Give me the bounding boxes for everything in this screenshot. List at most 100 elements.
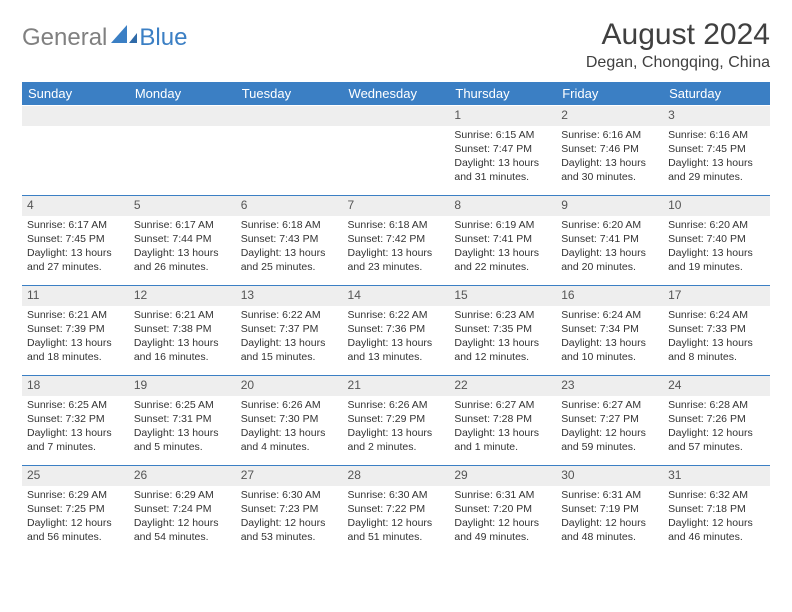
daylight-line: Daylight: 13 hours and 19 minutes. — [668, 246, 765, 274]
sunset-line: Sunset: 7:43 PM — [241, 232, 338, 246]
calendar-day-cell: 8Sunrise: 6:19 AMSunset: 7:41 PMDaylight… — [449, 196, 556, 286]
sunset-line: Sunset: 7:41 PM — [561, 232, 658, 246]
day-info: Sunrise: 6:24 AMSunset: 7:33 PMDaylight:… — [663, 306, 770, 369]
sunrise-line: Sunrise: 6:28 AM — [668, 398, 765, 412]
calendar-day-cell: 4 Sunrise: 6:17 AMSunset: 7:45 PMDaylight… — [22, 196, 129, 286]
day-number: 29 — [449, 466, 556, 486]
sunset-line: Sunset: 7:33 PM — [668, 322, 765, 336]
day-number: 17 — [663, 286, 770, 306]
calendar-header-row: SundayMondayTuesdayWednesdayThursdayFrid… — [22, 82, 770, 106]
sunset-line: Sunset: 7:29 PM — [348, 412, 445, 426]
calendar-day-cell: 30Sunrise: 6:31 AMSunset: 7:19 PMDayligh… — [556, 466, 663, 556]
sunset-line: Sunset: 7:22 PM — [348, 502, 445, 516]
sunrise-line: Sunrise: 6:17 AM — [27, 218, 124, 232]
sunrise-line: Sunrise: 6:23 AM — [454, 308, 551, 322]
daylight-line: Daylight: 13 hours and 10 minutes. — [561, 336, 658, 364]
calendar-day-cell: 31Sunrise: 6:32 AMSunset: 7:18 PMDayligh… — [663, 466, 770, 556]
day-info: Sunrise: 6:32 AMSunset: 7:18 PMDaylight:… — [663, 486, 770, 549]
day-number: 2 — [556, 106, 663, 126]
page-header: General Blue August 2024 Degan, Chongqin… — [22, 18, 770, 72]
day-info: Sunrise: 6:18 AMSunset: 7:43 PMDaylight:… — [236, 216, 343, 279]
sunrise-line: Sunrise: 6:17 AM — [134, 218, 231, 232]
day-number: 27 — [236, 466, 343, 486]
calendar-day-cell: 12Sunrise: 6:21 AMSunset: 7:38 PMDayligh… — [129, 286, 236, 376]
day-number: 31 — [663, 466, 770, 486]
sunset-line: Sunset: 7:39 PM — [27, 322, 124, 336]
sunset-line: Sunset: 7:34 PM — [561, 322, 658, 336]
sunrise-line: Sunrise: 6:18 AM — [348, 218, 445, 232]
daylight-line: Daylight: 13 hours and 15 minutes. — [241, 336, 338, 364]
day-info: Sunrise: 6:30 AMSunset: 7:22 PMDaylight:… — [343, 486, 450, 549]
sunrise-line: Sunrise: 6:20 AM — [561, 218, 658, 232]
daylight-line: Daylight: 12 hours and 51 minutes. — [348, 516, 445, 544]
day-info: Sunrise: 6:17 AMSunset: 7:44 PMDaylight:… — [129, 216, 236, 279]
sunrise-line: Sunrise: 6:30 AM — [241, 488, 338, 502]
day-number: 9 — [556, 196, 663, 216]
day-header: Sunday — [22, 82, 129, 106]
sunset-line: Sunset: 7:45 PM — [27, 232, 124, 246]
day-number: 21 — [343, 376, 450, 396]
sunrise-line: Sunrise: 6:29 AM — [27, 488, 124, 502]
sunrise-line: Sunrise: 6:21 AM — [134, 308, 231, 322]
calendar-day-cell: 5Sunrise: 6:17 AMSunset: 7:44 PMDaylight… — [129, 196, 236, 286]
day-number: 5 — [129, 196, 236, 216]
daylight-line: Daylight: 13 hours and 23 minutes. — [348, 246, 445, 274]
daylight-line: Daylight: 13 hours and 29 minutes. — [668, 156, 765, 184]
day-info: Sunrise: 6:31 AMSunset: 7:20 PMDaylight:… — [449, 486, 556, 549]
day-info: Sunrise: 6:20 AMSunset: 7:41 PMDaylight:… — [556, 216, 663, 279]
sunrise-line: Sunrise: 6:30 AM — [348, 488, 445, 502]
sunset-line: Sunset: 7:31 PM — [134, 412, 231, 426]
daylight-line: Daylight: 12 hours and 48 minutes. — [561, 516, 658, 544]
day-number: 1 — [449, 106, 556, 126]
day-info: Sunrise: 6:31 AMSunset: 7:19 PMDaylight:… — [556, 486, 663, 549]
daylight-line: Daylight: 13 hours and 16 minutes. — [134, 336, 231, 364]
day-number: 26 — [129, 466, 236, 486]
sunset-line: Sunset: 7:40 PM — [668, 232, 765, 246]
sunrise-line: Sunrise: 6:31 AM — [561, 488, 658, 502]
calendar-day-cell: 3Sunrise: 6:16 AMSunset: 7:45 PMDaylight… — [663, 106, 770, 196]
sunset-line: Sunset: 7:18 PM — [668, 502, 765, 516]
day-number: 8 — [449, 196, 556, 216]
calendar-day-cell: 10Sunrise: 6:20 AMSunset: 7:40 PMDayligh… — [663, 196, 770, 286]
day-info: Sunrise: 6:29 AMSunset: 7:25 PMDaylight:… — [22, 486, 129, 549]
daylight-line: Daylight: 12 hours and 46 minutes. — [668, 516, 765, 544]
day-info: Sunrise: 6:21 AMSunset: 7:38 PMDaylight:… — [129, 306, 236, 369]
sunset-line: Sunset: 7:23 PM — [241, 502, 338, 516]
day-number: 25 — [22, 466, 129, 486]
day-number: 4 — [22, 196, 129, 216]
sunrise-line: Sunrise: 6:22 AM — [348, 308, 445, 322]
sunrise-line: Sunrise: 6:16 AM — [561, 128, 658, 142]
day-number: 28 — [343, 466, 450, 486]
day-header: Thursday — [449, 82, 556, 106]
sunset-line: Sunset: 7:45 PM — [668, 142, 765, 156]
calendar-day-cell: 9Sunrise: 6:20 AMSunset: 7:41 PMDaylight… — [556, 196, 663, 286]
day-number: 24 — [663, 376, 770, 396]
daylight-line: Daylight: 12 hours and 53 minutes. — [241, 516, 338, 544]
day-header: Tuesday — [236, 82, 343, 106]
day-info: Sunrise: 6:19 AMSunset: 7:41 PMDaylight:… — [449, 216, 556, 279]
day-number: 22 — [449, 376, 556, 396]
calendar-week-row: 1Sunrise: 6:15 AMSunset: 7:47 PMDaylight… — [22, 106, 770, 196]
calendar-day-cell: 19Sunrise: 6:25 AMSunset: 7:31 PMDayligh… — [129, 376, 236, 466]
sunrise-line: Sunrise: 6:27 AM — [454, 398, 551, 412]
day-info: Sunrise: 6:22 AMSunset: 7:37 PMDaylight:… — [236, 306, 343, 369]
daylight-line: Daylight: 13 hours and 27 minutes. — [27, 246, 124, 274]
brand-sail-icon — [111, 25, 137, 52]
sunset-line: Sunset: 7:30 PM — [241, 412, 338, 426]
calendar-day-cell: 26Sunrise: 6:29 AMSunset: 7:24 PMDayligh… — [129, 466, 236, 556]
day-info: Sunrise: 6:26 AMSunset: 7:30 PMDaylight:… — [236, 396, 343, 459]
sunset-line: Sunset: 7:38 PM — [134, 322, 231, 336]
day-info: Sunrise: 6:25 AMSunset: 7:31 PMDaylight:… — [129, 396, 236, 459]
daylight-line: Daylight: 13 hours and 4 minutes. — [241, 426, 338, 454]
day-header: Wednesday — [343, 82, 450, 106]
day-header: Saturday — [663, 82, 770, 106]
sunset-line: Sunset: 7:19 PM — [561, 502, 658, 516]
sunset-line: Sunset: 7:36 PM — [348, 322, 445, 336]
day-header: Friday — [556, 82, 663, 106]
calendar-week-row: 18Sunrise: 6:25 AMSunset: 7:32 PMDayligh… — [22, 376, 770, 466]
day-info: Sunrise: 6:30 AMSunset: 7:23 PMDaylight:… — [236, 486, 343, 549]
day-info: Sunrise: 6:16 AMSunset: 7:46 PMDaylight:… — [556, 126, 663, 189]
calendar-week-row: 11Sunrise: 6:21 AMSunset: 7:39 PMDayligh… — [22, 286, 770, 376]
day-info: Sunrise: 6:15 AMSunset: 7:47 PMDaylight:… — [449, 126, 556, 189]
day-number: 15 — [449, 286, 556, 306]
